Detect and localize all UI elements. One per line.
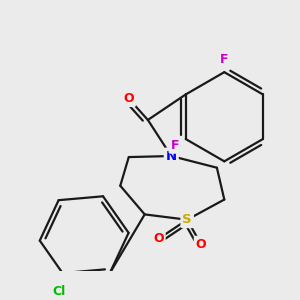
Text: S: S xyxy=(182,213,192,226)
Text: O: O xyxy=(124,92,134,105)
Text: F: F xyxy=(220,53,229,66)
Text: F: F xyxy=(170,139,179,152)
Text: O: O xyxy=(153,232,164,245)
Text: N: N xyxy=(166,149,177,163)
Text: O: O xyxy=(196,238,206,250)
Text: Cl: Cl xyxy=(52,285,65,298)
